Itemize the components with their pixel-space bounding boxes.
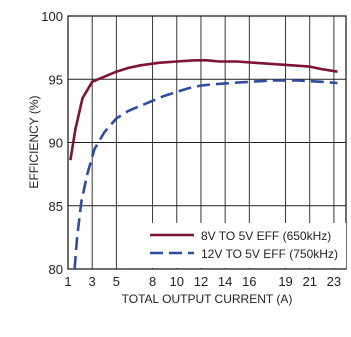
y-tick-label: 100 [41, 9, 63, 24]
x-tick-label: 23 [327, 274, 341, 289]
x-tick-label: 10 [170, 274, 184, 289]
x-tick-labels: 1 3 5 8 10 12 14 16 19 21 23 [64, 274, 341, 289]
x-tick-label: 19 [278, 274, 292, 289]
plot-frame [67, 15, 347, 270]
x-tick-label: 8 [149, 274, 156, 289]
legend-background [148, 223, 346, 268]
x-tick-label: 21 [303, 274, 317, 289]
x-tick-label: 1 [64, 274, 71, 289]
y-axis-title: EFFICIENCY (%) [27, 95, 41, 188]
legend-label-8v: 8V TO 5V EFF (650kHz) [201, 229, 331, 243]
y-tick-label: 95 [49, 72, 63, 87]
series-layer [69, 59, 338, 270]
x-tick-label: 12 [194, 274, 208, 289]
legend: 8V TO 5V EFF (650kHz) 12V TO 5V EFF (750… [148, 223, 346, 268]
y-tick-label: 90 [49, 136, 63, 151]
legend-label-12v: 12V TO 5V EFF (750kHz) [201, 247, 338, 261]
x-tick-label: 5 [113, 274, 120, 289]
series-line-1 [69, 59, 338, 161]
series-line-2 [73, 79, 338, 270]
x-tick-label: 14 [218, 274, 232, 289]
y-tick-label: 80 [49, 262, 63, 277]
y-tick-labels: 80 85 90 95 100 [41, 9, 63, 277]
y-tick-label: 85 [49, 199, 63, 214]
x-axis-title: TOTAL OUTPUT CURRENT (A) [122, 292, 293, 306]
x-tick-label: 3 [89, 274, 96, 289]
x-tick-label: 16 [242, 274, 256, 289]
